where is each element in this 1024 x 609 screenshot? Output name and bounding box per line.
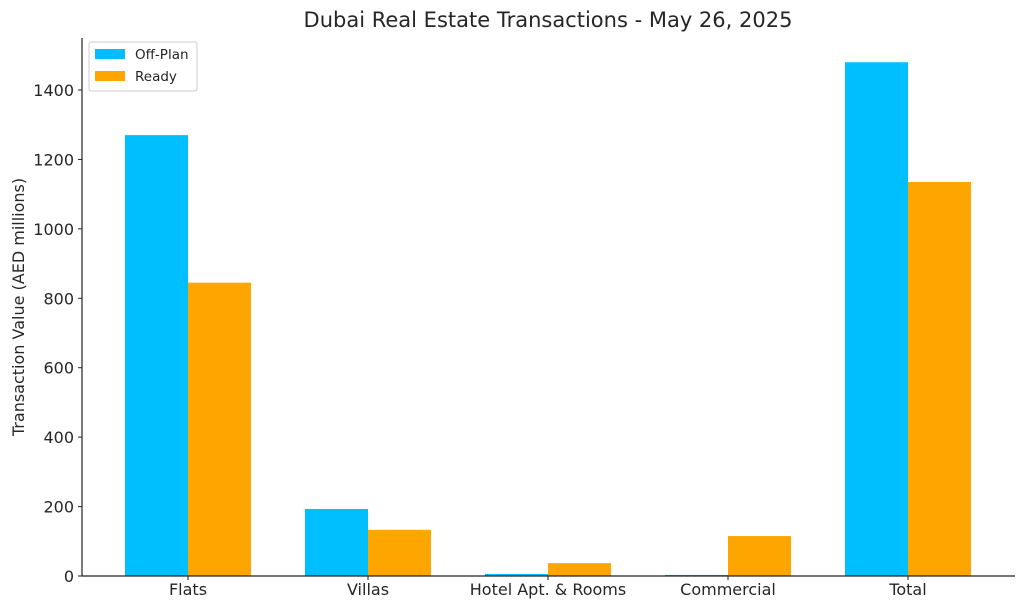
y-tick-label: 800 [43,289,74,308]
legend-swatch-off-plan [95,49,125,59]
y-tick-label: 400 [43,428,74,447]
y-tick-label: 1200 [33,150,74,169]
legend-label-ready: Ready [135,69,177,85]
y-tick-label: 1400 [33,81,74,100]
y-tick-label: 200 [43,498,74,517]
x-tick-label: Hotel Apt. & Rooms [470,580,626,599]
bar-ready [548,563,611,576]
bar-ready [728,536,791,576]
x-tick-label: Total [888,580,926,599]
chart-title: Dubai Real Estate Transactions - May 26,… [304,8,793,32]
bar-ready [368,529,431,576]
legend: Off-Plan Ready [88,41,198,92]
bar-off-plan [845,62,908,576]
legend-swatch-ready [95,71,125,81]
x-tick-label: Commercial [680,580,776,599]
x-tick-label: Villas [347,580,389,599]
bar-ready [188,282,251,576]
bar-off-plan [125,135,188,576]
legend-label-off-plan: Off-Plan [135,47,189,63]
bar-off-plan [485,573,548,576]
y-tick-label: 1000 [33,220,74,239]
bar-ready [908,181,971,576]
bar-off-plan [305,509,368,576]
x-tick-label: Flats [169,580,207,599]
y-tick-label: 0 [64,567,74,586]
y-tick-label: 600 [43,359,74,378]
y-axis-label: Transaction Value (AED millions) [9,178,28,437]
